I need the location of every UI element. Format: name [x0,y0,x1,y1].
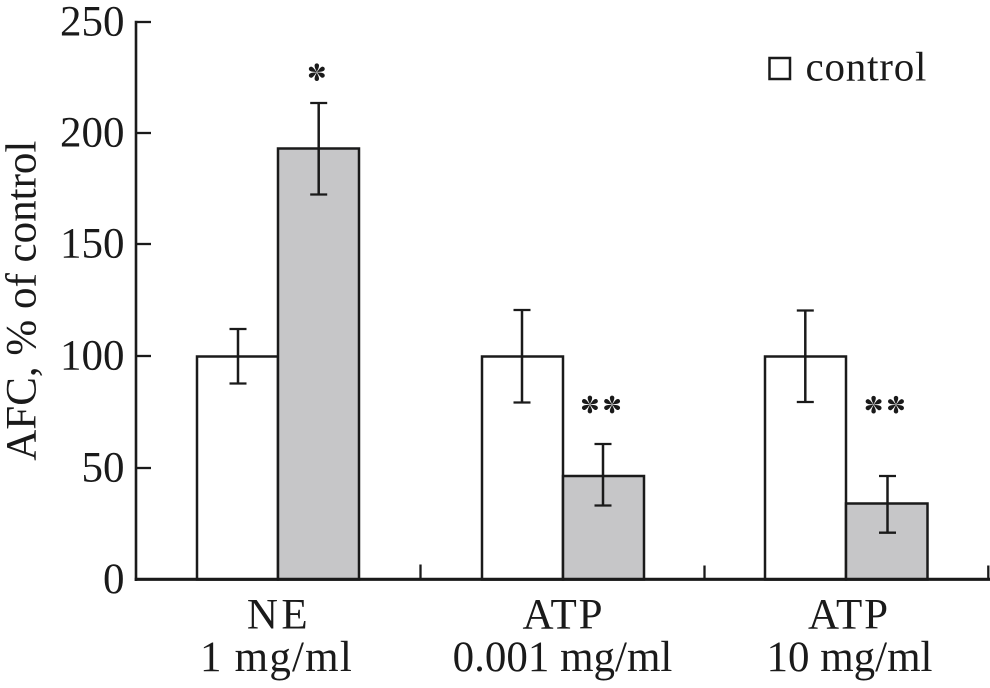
svg-text:0: 0 [103,556,125,603]
svg-text:50: 50 [82,445,125,492]
svg-text:1 mg/ml: 1 mg/ml [200,634,353,681]
svg-text:250: 250 [60,0,125,46]
svg-text:10 mg/ml: 10 mg/ml [766,634,932,681]
svg-text:NE: NE [247,592,311,639]
svg-text:ATP: ATP [522,592,604,639]
svg-text:control: control [806,44,928,90]
svg-text:200: 200 [60,110,125,157]
svg-text:0.001 mg/ml: 0.001 mg/ml [453,634,673,681]
svg-text:100: 100 [60,333,125,380]
svg-text:ATP: ATP [808,592,890,639]
svg-text:AFC, % of control: AFC, % of control [0,141,45,461]
svg-text:150: 150 [60,221,125,268]
